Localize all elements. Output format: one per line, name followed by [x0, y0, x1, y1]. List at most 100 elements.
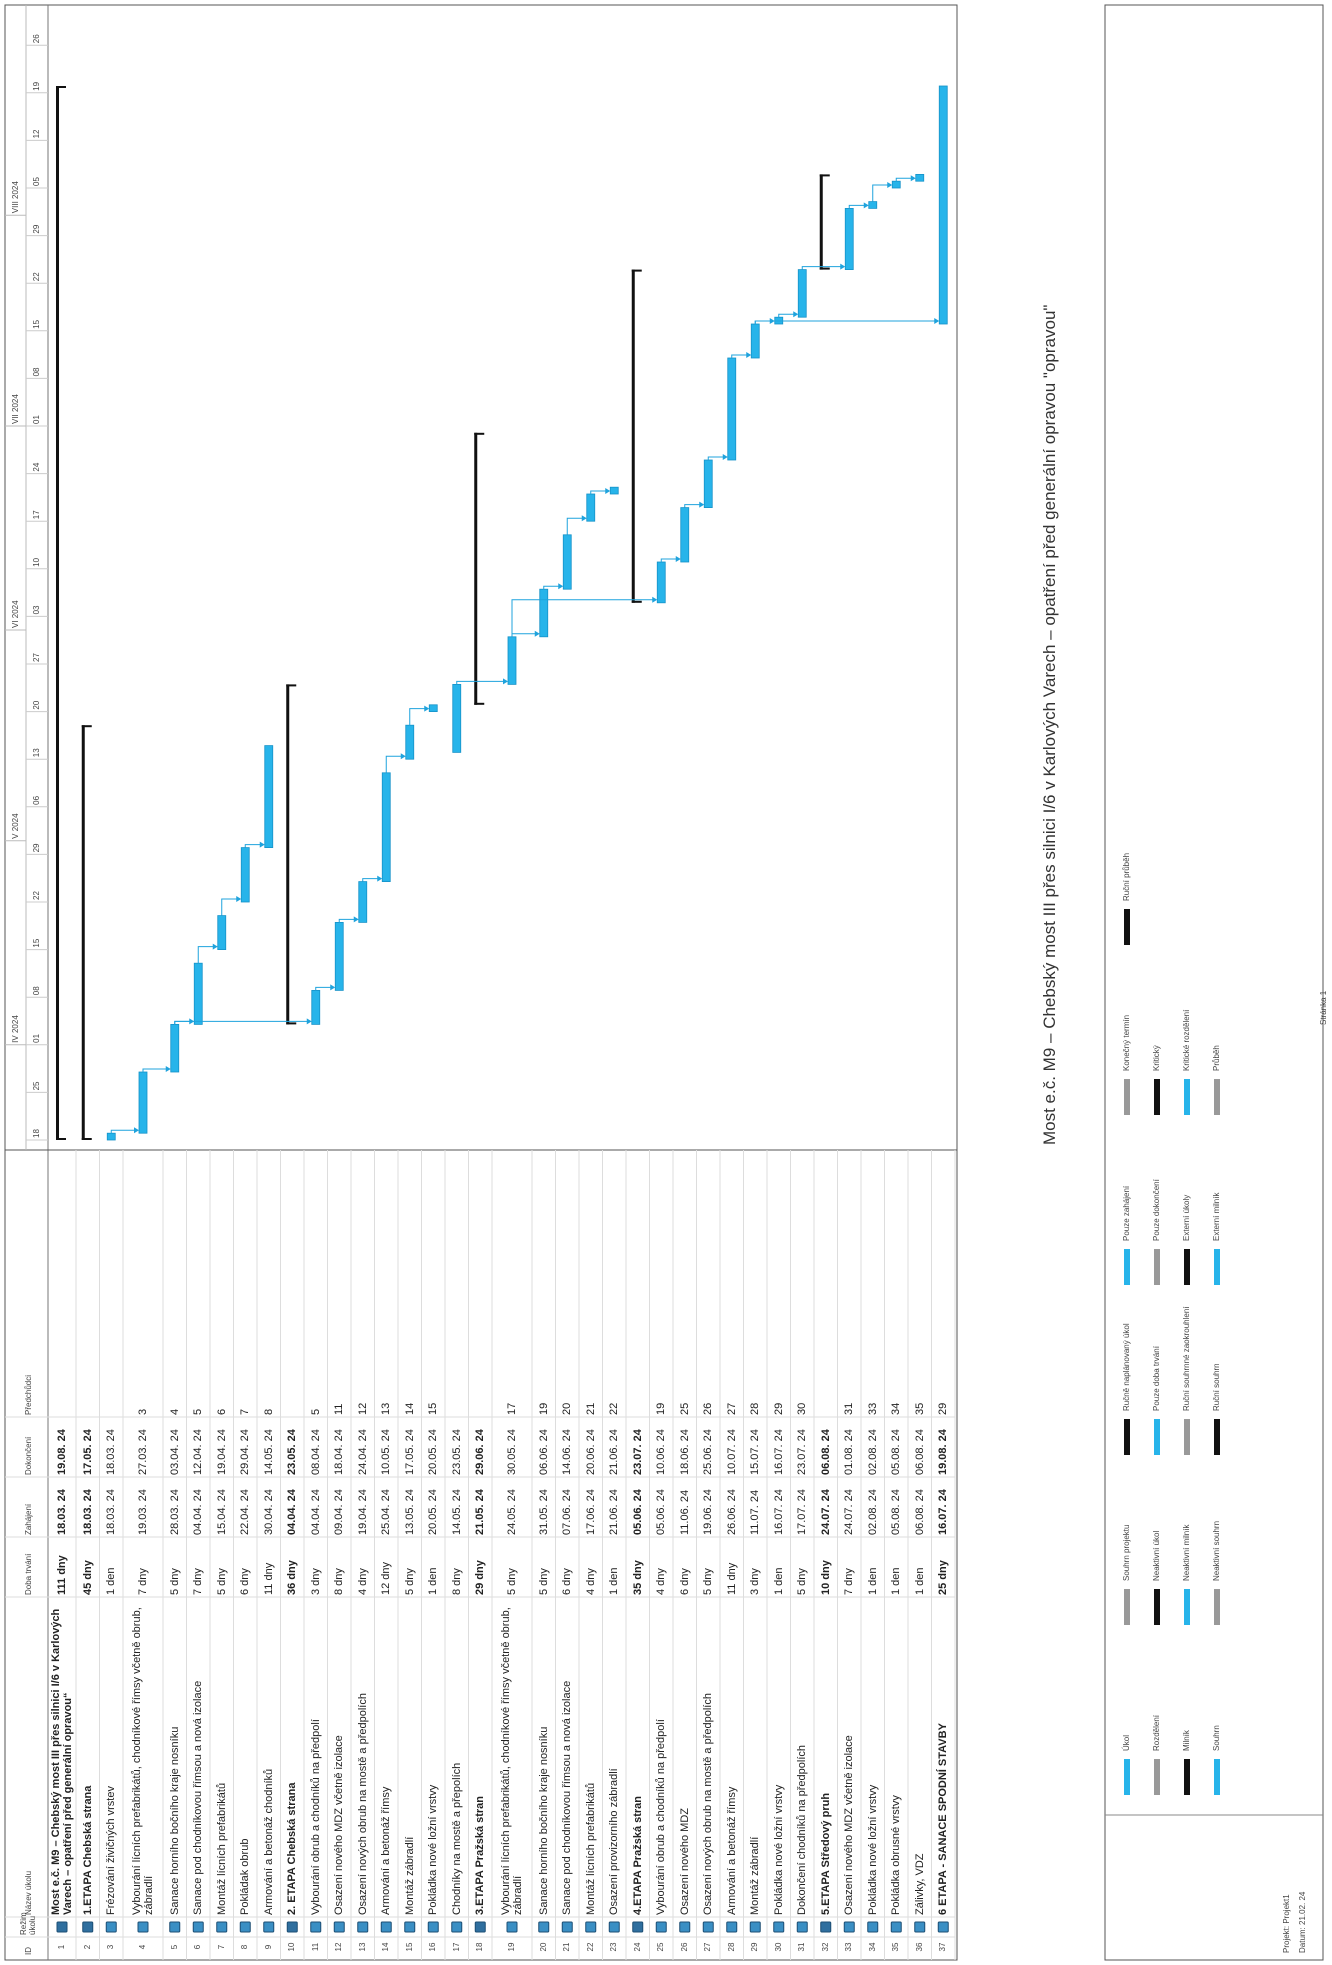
- task-finish: 10.05. 24: [380, 1429, 393, 1475]
- task-predecessors: 3: [137, 1408, 149, 1415]
- summary-bar: [474, 432, 478, 705]
- row-id: 6: [193, 1944, 203, 1950]
- task-mode-icon: [796, 1921, 808, 1933]
- task-finish: 20.06. 24: [584, 1429, 597, 1475]
- summary-bar: [631, 269, 635, 603]
- column-header: Režim úkolu: [19, 1912, 37, 1935]
- dependency-arrow: [212, 943, 218, 950]
- task-name: Montáž zábradlí: [403, 1836, 416, 1915]
- row-id: 22: [585, 1942, 595, 1952]
- task-finish: 21.06. 24: [608, 1429, 621, 1475]
- task-finish: 01.08. 24: [843, 1429, 856, 1475]
- dependency-arrow: [910, 175, 916, 182]
- task-start: 14.05. 24: [450, 1489, 463, 1535]
- task-duration: 5 dny: [796, 1568, 809, 1595]
- legend-label: Externí úkoly: [1182, 1194, 1191, 1241]
- dependency-link: [110, 1129, 137, 1134]
- task-name: Vybourání obrub a chodníků na předpolí: [309, 1719, 322, 1915]
- dependency-link: [872, 184, 891, 202]
- dependency-link: [566, 517, 585, 535]
- week-label: 10: [32, 557, 41, 567]
- row-id: 31: [797, 1942, 807, 1952]
- task-bar: [750, 323, 760, 359]
- month-label: VI 2024: [11, 600, 20, 628]
- dependency-arrow: [400, 753, 406, 760]
- summary-end: [631, 269, 642, 272]
- dependency-link: [174, 1020, 310, 1025]
- legend-swatch: [1124, 1589, 1130, 1625]
- legend-label: Pouze dokončení: [1152, 1179, 1161, 1241]
- task-finish: 19.04. 24: [215, 1429, 228, 1475]
- task-finish: 27.03. 24: [137, 1429, 149, 1475]
- row-id: 12: [334, 1942, 344, 1952]
- summary-end: [286, 1022, 297, 1025]
- dependency-arrow: [353, 916, 359, 923]
- task-predecessors: 5: [192, 1408, 205, 1415]
- summary-bar: [286, 684, 290, 1025]
- week-label: 05: [32, 177, 41, 186]
- task-start: 17.07. 24: [796, 1489, 809, 1535]
- task-mode-icon: [561, 1921, 573, 1933]
- row-id: 30: [773, 1942, 783, 1952]
- legend-swatch: [1214, 1249, 1220, 1285]
- task-name: 6 ETAPA - SANACE SPODNÍ STAVBY: [937, 1723, 950, 1915]
- task-start: 18.03. 24: [56, 1489, 68, 1535]
- task-finish: 02.08. 24: [866, 1429, 879, 1475]
- task-duration: 5 dny: [506, 1568, 518, 1595]
- task-mode-icon: [679, 1921, 691, 1933]
- task-start: 13.05. 24: [403, 1489, 416, 1535]
- task-finish: 23.05. 24: [450, 1429, 463, 1475]
- task-bar: [193, 962, 203, 1025]
- week-label: 20: [32, 700, 41, 710]
- task-predecessors: 35: [913, 1402, 926, 1415]
- task-finish: 05.08. 24: [890, 1429, 903, 1475]
- legend-border: [1104, 4, 1324, 1961]
- task-predecessors: 22: [608, 1402, 621, 1415]
- task-start: 04.04. 24: [309, 1489, 322, 1535]
- task-predecessors: 27: [725, 1402, 738, 1415]
- task-mode-icon: [427, 1921, 439, 1933]
- task-finish: 06.06. 24: [537, 1429, 550, 1475]
- summary-end: [81, 1138, 92, 1140]
- task-bar: [868, 201, 878, 209]
- dependency-arrow: [840, 263, 846, 270]
- dependency-arrow: [558, 583, 564, 590]
- row-id: 33: [844, 1942, 854, 1952]
- dependency-arrow: [134, 1127, 139, 1134]
- summary-end: [56, 86, 66, 88]
- task-name: Pokládak obrub: [239, 1838, 252, 1915]
- week-label: 22: [32, 272, 41, 282]
- week-label: 24: [32, 462, 41, 472]
- dependency-arrow: [236, 896, 242, 902]
- dependency-link: [197, 946, 216, 964]
- task-duration: 5 dny: [403, 1568, 416, 1595]
- task-mode-icon: [820, 1921, 832, 1933]
- task-name: Pokládka nové ložní vrstvy: [772, 1784, 785, 1915]
- task-bar: [680, 507, 690, 563]
- legend-label: Neaktivní úkol: [1152, 1530, 1161, 1581]
- task-bar: [562, 534, 572, 590]
- month-label: IV 2024: [11, 1015, 20, 1043]
- task-predecessors: 17: [506, 1402, 518, 1415]
- row-id: 25: [656, 1942, 666, 1952]
- column-header: Zahájení: [23, 1503, 33, 1535]
- row-id: 21: [562, 1942, 572, 1952]
- dependency-arrow: [699, 501, 705, 508]
- task-predecessors: 15: [427, 1402, 440, 1415]
- task-start: 25.04. 24: [380, 1489, 393, 1535]
- task-bar: [138, 1071, 148, 1134]
- legend-swatch: [1124, 909, 1130, 945]
- task-predecessors: 6: [215, 1408, 228, 1415]
- task-name: Sanace pod chodníkovou římsou a nová izo…: [561, 1680, 574, 1915]
- task-duration: 1 den: [105, 1567, 118, 1595]
- legend-label: Kritický: [1152, 1045, 1161, 1071]
- dependency-arrow: [581, 515, 587, 522]
- task-duration: 5 dny: [537, 1568, 550, 1595]
- page-number: Stránka 1: [1319, 990, 1328, 1025]
- task-bar: [381, 772, 391, 882]
- dependency-link: [801, 266, 844, 270]
- task-mode-icon: [357, 1921, 369, 1933]
- summary-bar: [81, 725, 85, 1140]
- task-predecessors: 21: [584, 1402, 597, 1415]
- task-start: 06.08. 24: [913, 1489, 926, 1535]
